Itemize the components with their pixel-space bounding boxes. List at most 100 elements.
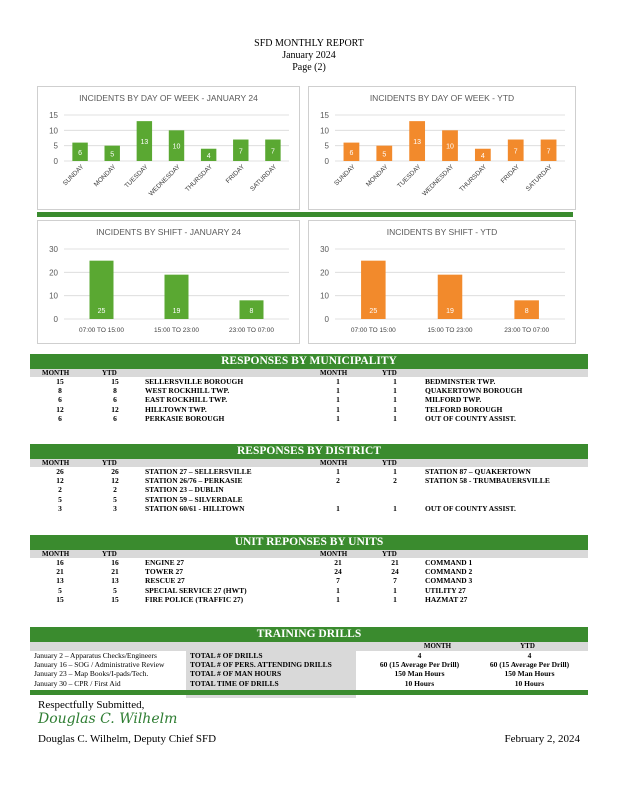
y-tick-label: 10 bbox=[320, 292, 329, 301]
section-divider bbox=[37, 212, 573, 217]
data-label: 13 bbox=[413, 139, 421, 146]
metric-label: TOTAL TIME OF DRILLS bbox=[190, 678, 279, 688]
ytd-value: 3 bbox=[113, 503, 117, 513]
month-value: 6 bbox=[58, 413, 62, 423]
bar bbox=[442, 130, 458, 161]
month-value: 16 bbox=[56, 558, 64, 567]
bar bbox=[540, 139, 557, 161]
x-tick-label: MONDAY bbox=[93, 163, 118, 188]
ytd-value: 1 bbox=[393, 503, 397, 513]
name-cell: FIRE POLICE (TRAFFIC 27) bbox=[145, 594, 244, 604]
ytd-value: 24 bbox=[391, 567, 399, 577]
name-cell: WEST ROCKHILL TWP. bbox=[145, 386, 230, 396]
name-cell: STATION 87 – QUAKERTOWN bbox=[425, 467, 531, 476]
name-cell: SPECIAL SERVICE 27 (HWT) bbox=[145, 585, 247, 595]
x-tick-label: 23:00 TO 07:00 bbox=[229, 327, 274, 334]
data-label: 19 bbox=[173, 308, 181, 315]
ytd-values: 4 60 (15 Average Per Drill) 150 Man Hours 1… bbox=[470, 651, 585, 688]
bar bbox=[89, 260, 114, 319]
table-row: 21 21 TOWER 27 24 24 COMMAND 2 bbox=[30, 567, 588, 576]
data-label: 7 bbox=[547, 148, 551, 155]
table-row: 8 8 WEST ROCKHILL TWP. 1 1 QUAKERTOWN BOROUGH bbox=[30, 386, 588, 395]
y-tick-label: 0 bbox=[54, 157, 59, 166]
bar bbox=[437, 274, 463, 319]
col-month: MONTH bbox=[423, 642, 452, 650]
page-number: Page (2) bbox=[292, 62, 326, 73]
name-cell: SELLERSVILLE BOROUGH bbox=[145, 377, 244, 386]
bar bbox=[409, 121, 426, 161]
name-cell: BEDMINSTER TWP. bbox=[425, 377, 496, 386]
y-tick-label: 30 bbox=[49, 245, 58, 254]
table-row: 6 6 EAST ROCKHILL TWP. 1 1 MILFORD TWP. bbox=[30, 395, 588, 404]
bar bbox=[168, 130, 185, 161]
name-cell: COMMAND 2 bbox=[425, 567, 473, 577]
table-row: 12 12 HILLTOWN TWP. 1 1 TELFORD BOROUGH bbox=[30, 405, 588, 414]
y-tick-label: 0 bbox=[325, 315, 330, 324]
bar bbox=[474, 148, 491, 161]
chart-shift-ytd: INCIDENTS BY SHIFT - YTD 0 10 20 30 25 07:00 T… bbox=[308, 220, 576, 344]
ytd-value: 21 bbox=[391, 558, 399, 567]
col-ytd: YTD bbox=[102, 369, 117, 377]
month-value: 8 bbox=[58, 386, 62, 396]
ytd-value: 1 bbox=[393, 377, 397, 386]
month-value: 1 bbox=[336, 503, 340, 513]
ytd-value: 1 bbox=[393, 585, 397, 595]
chart-svg: INCIDENTS BY SHIFT - YTD 0 10 20 30 25 07:00 T… bbox=[320, 227, 565, 334]
ytd-value: 15 bbox=[111, 377, 119, 386]
y-tick-label: 5 bbox=[325, 142, 330, 151]
x-tick-label: 07:00 TO 15:00 bbox=[351, 327, 396, 334]
bar bbox=[233, 139, 249, 161]
name-cell: HILLTOWN TWP. bbox=[145, 404, 207, 414]
y-tick-label: 10 bbox=[49, 292, 58, 301]
month-value: 1 bbox=[336, 585, 340, 595]
data-label: 5 bbox=[110, 151, 114, 158]
bar bbox=[514, 300, 539, 319]
closing-text: Respectfully Submitted, bbox=[38, 699, 145, 711]
y-tick-label: 5 bbox=[54, 142, 59, 151]
bar bbox=[239, 300, 264, 319]
x-tick-label: WEDNESDAY bbox=[421, 163, 456, 198]
training-header-bar: MONTH YTD bbox=[30, 642, 588, 651]
month-value: 21 bbox=[334, 558, 342, 567]
name-cell: TELFORD BOROUGH bbox=[425, 404, 503, 414]
data-label: 25 bbox=[369, 308, 377, 315]
name-cell: MILFORD TWP. bbox=[425, 395, 482, 405]
ytd-metric-value: 150 Man Hours bbox=[504, 669, 555, 679]
data-label: 5 bbox=[382, 151, 386, 158]
data-label: 10 bbox=[446, 144, 454, 151]
col-month: MONTH bbox=[42, 550, 70, 558]
name-cell: STATION 27 – SELLERSVILLE bbox=[145, 467, 252, 476]
col-month-2: MONTH bbox=[320, 369, 348, 377]
x-tick-label: 23:00 TO 07:00 bbox=[504, 327, 549, 334]
month-value: 15 bbox=[56, 377, 64, 386]
name-cell: STATION 58 - TRUMBAUERSVILLE bbox=[425, 476, 550, 486]
name-cell: ENGINE 27 bbox=[145, 558, 184, 567]
month-value: 1 bbox=[336, 467, 340, 476]
month-value: 6 bbox=[58, 395, 62, 405]
bar bbox=[265, 139, 281, 161]
name-cell: STATION 23 – DUBLIN bbox=[145, 485, 224, 495]
chart-shift-month: INCIDENTS BY SHIFT - JANUARY 24 0 10 20 30 25… bbox=[37, 220, 300, 344]
report-month: January 2024 bbox=[282, 50, 336, 61]
data-label: 7 bbox=[239, 148, 243, 155]
name-cell: HAZMAT 27 bbox=[425, 594, 468, 604]
ytd-value: 8 bbox=[113, 386, 117, 396]
table-row: 12 12 STATION 26/76 – PERKASIE 2 2 STATION 58… bbox=[30, 476, 588, 485]
ytd-value: 16 bbox=[111, 558, 119, 567]
chart-title: INCIDENTS BY DAY OF WEEK - YTD bbox=[370, 93, 514, 103]
data-label: 6 bbox=[349, 150, 353, 157]
y-tick-label: 10 bbox=[320, 126, 329, 135]
name-cell: OUT OF COUNTY ASSIST. bbox=[425, 503, 516, 513]
col-month-2: MONTH bbox=[320, 550, 348, 558]
data-label: 4 bbox=[481, 153, 485, 160]
name-cell: STATION 26/76 – PERKASIE bbox=[145, 476, 243, 486]
month-value: 21 bbox=[56, 567, 64, 577]
x-tick-label: 15:00 TO 23:00 bbox=[428, 327, 473, 334]
month-metric-value: 4 bbox=[417, 651, 422, 660]
table-row: 15 15 SELLERSVILLE BOROUGH 1 1 BEDMINSTER TWP… bbox=[30, 377, 588, 386]
data-label: 13 bbox=[140, 139, 148, 146]
y-tick-label: 15 bbox=[320, 111, 329, 120]
name-cell: PERKASIE BOROUGH bbox=[145, 413, 225, 423]
data-label: 8 bbox=[525, 308, 529, 315]
y-tick-label: 10 bbox=[49, 126, 58, 135]
